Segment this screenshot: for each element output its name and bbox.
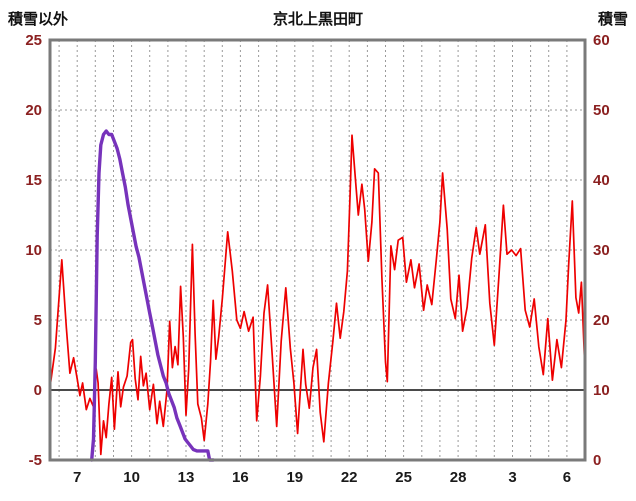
- x-tick-label: 7: [73, 469, 81, 486]
- x-tick-label: 3: [508, 469, 516, 486]
- x-tick-label: 16: [232, 469, 249, 486]
- left-tick-label: 20: [25, 102, 42, 119]
- right-tick-label: 40: [593, 172, 610, 189]
- left-tick-label: 10: [25, 242, 42, 259]
- right-tick-label: 60: [593, 32, 610, 49]
- series-line-right: [89, 129, 215, 462]
- left-axis-title: 積雪以外: [8, 11, 69, 28]
- x-tick-label: 13: [178, 469, 195, 486]
- right-tick-label: 20: [593, 312, 610, 329]
- right-tick-label: 0: [593, 452, 601, 469]
- right-axis-title: 積雪: [597, 11, 628, 28]
- left-tick-label: -5: [29, 452, 42, 469]
- right-tick-label: 10: [593, 382, 610, 399]
- x-tick-label: 25: [395, 469, 412, 486]
- chart-title: 京北上黒田町: [272, 11, 363, 28]
- left-tick-label: 0: [34, 382, 42, 399]
- x-tick-label: 6: [563, 469, 571, 486]
- right-tick-label: 50: [593, 102, 610, 119]
- left-tick-label: 15: [25, 172, 42, 189]
- left-tick-label: 25: [25, 32, 42, 49]
- right-tick-label: 30: [593, 242, 610, 259]
- x-tick-label: 28: [450, 469, 467, 486]
- x-tick-label: 22: [341, 469, 358, 486]
- series-line-left: [49, 134, 586, 456]
- x-tick-label: 19: [286, 469, 303, 486]
- left-tick-label: 5: [34, 312, 42, 329]
- x-tick-label: 10: [123, 469, 140, 486]
- plot-frame: [48, 38, 587, 462]
